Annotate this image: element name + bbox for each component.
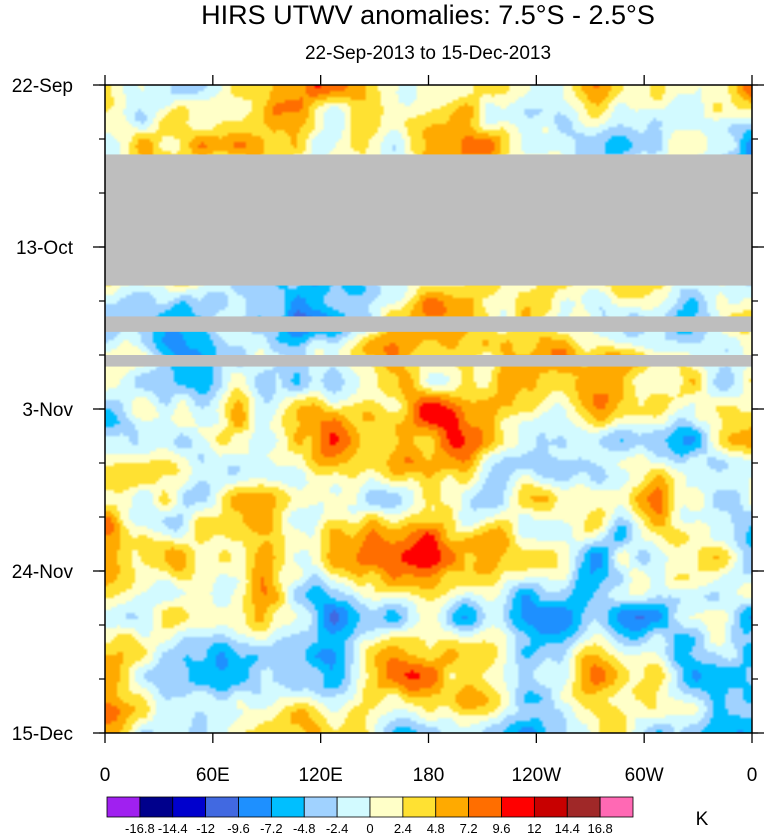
x-tick-label: 120W: [512, 765, 562, 786]
plot-area: [104, 84, 753, 734]
colorbar-label: -12: [196, 821, 215, 834]
colorbar-swatch: [599, 796, 634, 818]
colorbar-swatch: [533, 796, 568, 818]
colorbar-label: 0: [366, 821, 373, 834]
x-tick-label: 0: [100, 765, 111, 786]
missing-data-layer: [105, 154, 752, 367]
colorbar-swatch: [205, 796, 239, 818]
colorbar-label: 9.6: [492, 821, 510, 834]
colorbar-label: 14.4: [555, 821, 580, 834]
colorbar-swatch: [435, 796, 470, 818]
colorbar-swatch: [336, 796, 371, 818]
colorbar-label: 2.4: [394, 821, 412, 834]
colorbar-swatch: [402, 796, 437, 818]
colorbar-swatch: [501, 796, 535, 818]
chart-subtitle: 22-Sep-2013 to 15-Dec-2013: [305, 43, 551, 64]
colorbar-label: 7.2: [460, 821, 478, 834]
colorbar-label: -2.4: [326, 821, 348, 834]
x-tick-label: 120E: [298, 765, 342, 786]
colorbar-label: 16.8: [587, 821, 612, 834]
colorbar: -16.8 -14.4 -12 -9.6 -7.2 -4.8 -2.4 0 2.4 4.8 7.2 9…: [106, 796, 634, 834]
colorbar-swatch: [468, 796, 502, 818]
colorbar-swatch: [369, 796, 404, 818]
colorbar-label: 12: [527, 821, 541, 834]
colorbar-swatch: [238, 796, 272, 818]
missing-data-band: [105, 355, 752, 367]
x-axis: 0 60E 120E 180 120W 60W 0: [100, 75, 758, 786]
y-tick-label: 22-Sep: [12, 76, 73, 97]
colorbar-swatch: [139, 796, 174, 818]
x-tick-label: 0: [747, 765, 758, 786]
colorbar-swatch: [303, 796, 338, 818]
colorbar-label: -14.4: [158, 821, 188, 834]
y-tick-label: 13-Oct: [16, 238, 74, 259]
missing-data-band: [105, 316, 752, 332]
y-tick-label: 3-Nov: [22, 400, 73, 421]
colorbar-unit: K: [696, 809, 709, 830]
colorbar-swatch: [172, 796, 207, 818]
colorbar-label: -16.8: [125, 821, 155, 834]
colorbar-label: 4.8: [427, 821, 445, 834]
x-tick-label: 180: [413, 765, 445, 786]
y-axis: 22-Sep 13-Oct 3-Nov 24-Nov 15-Dec: [12, 76, 764, 745]
y-tick-label: 15-Dec: [12, 724, 73, 745]
colorbar-swatch: [270, 796, 305, 818]
missing-data-band: [105, 154, 752, 286]
colorbar-label: -9.6: [227, 821, 249, 834]
colorbar-swatch: [106, 796, 141, 818]
colorbar-swatch: [566, 796, 601, 818]
x-tick-label: 60W: [625, 765, 664, 786]
colorbar-label: -7.2: [260, 821, 282, 834]
colorbar-label: -4.8: [293, 821, 315, 834]
chart-title: HIRS UTWV anomalies: 7.5°S - 2.5°S: [201, 0, 655, 30]
y-tick-label: 24-Nov: [12, 562, 74, 583]
x-tick-label: 60E: [196, 765, 230, 786]
